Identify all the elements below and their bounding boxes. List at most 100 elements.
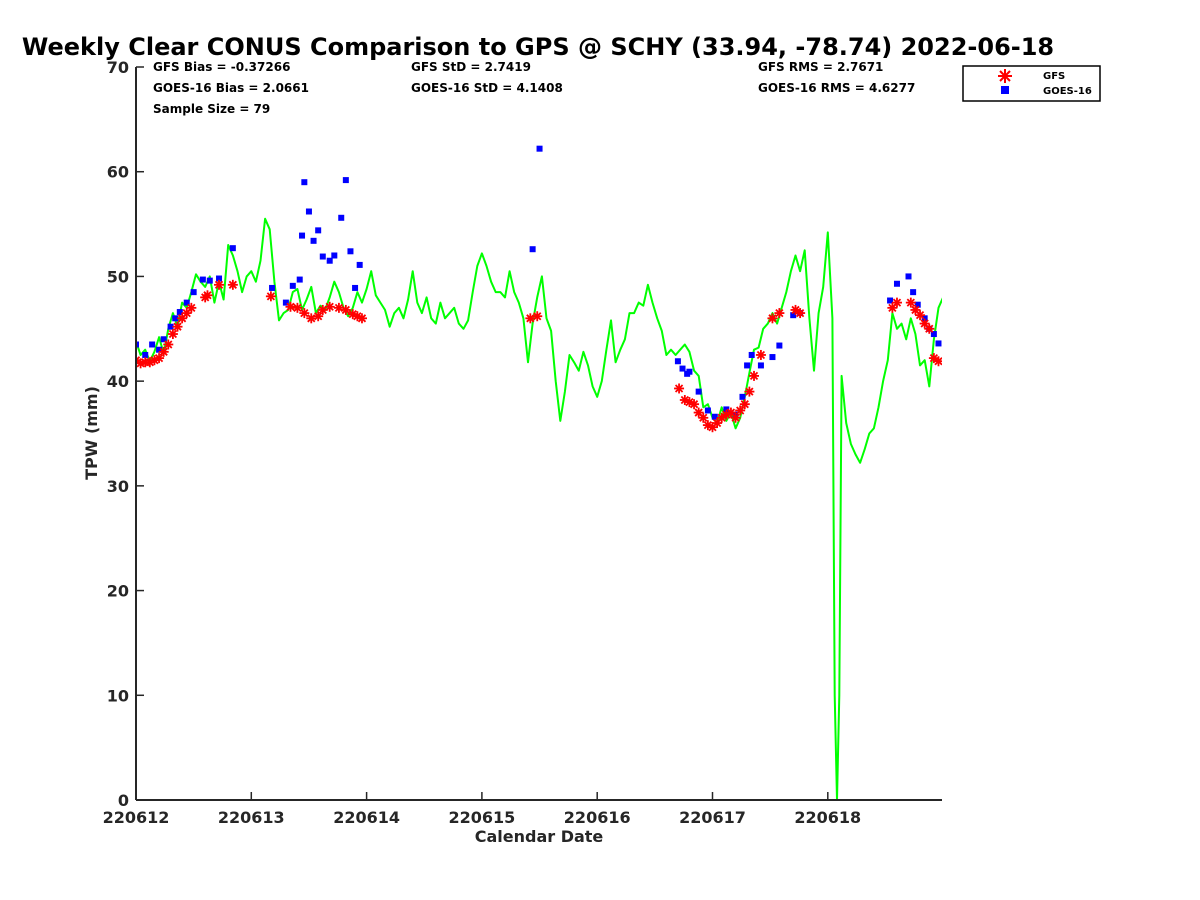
gfs-point <box>1040 569 1050 579</box>
gfs-point <box>774 308 785 319</box>
gps-tpw-line <box>136 217 942 801</box>
goes-16-point <box>156 346 163 353</box>
gfs-point <box>674 383 685 394</box>
gfs-point-stroke <box>988 398 995 405</box>
gfs-point-stroke <box>357 314 367 323</box>
gfs-point-stroke <box>925 324 934 333</box>
gfs-point-stroke <box>314 312 323 321</box>
gfs-point <box>707 422 718 433</box>
goes-16-point <box>301 179 308 186</box>
gfs-point-stroke <box>993 412 1000 419</box>
y-tick-label: 60 <box>107 163 129 182</box>
goes-16-point <box>529 246 536 253</box>
goes-16-point <box>930 331 937 338</box>
goes-16-point <box>299 232 306 239</box>
gfs-point <box>172 321 183 332</box>
goes-16-point <box>310 237 317 244</box>
legend-gfs-label: GFS <box>1043 71 1065 82</box>
gfs-point <box>333 302 344 313</box>
gfs-point-stroke <box>694 408 703 417</box>
x-tick-label: 220616 <box>564 808 631 827</box>
gfs-point-stroke <box>929 353 939 363</box>
gfs-point <box>739 399 750 410</box>
goes-16-point <box>216 275 223 282</box>
goes-16-point <box>739 393 746 400</box>
goes-16-point <box>352 284 359 291</box>
stat-goes-std: GOES-16 StD = 4.1408 <box>411 81 563 95</box>
gfs-point <box>1007 460 1017 470</box>
gfs-point <box>158 346 169 357</box>
gfs-point <box>905 297 916 308</box>
x-tick-label: 220618 <box>794 808 861 827</box>
goes-16-point <box>1028 517 1034 523</box>
gfs-point-stroke <box>1009 461 1016 468</box>
gfs-point <box>186 302 197 313</box>
goes-16-point <box>183 299 190 306</box>
gfs-point-stroke <box>892 298 902 307</box>
gfs-point <box>214 279 225 290</box>
legend-box <box>962 65 1101 102</box>
gfs-point-stroke <box>1046 603 1053 610</box>
gfs-point-stroke <box>1032 545 1039 552</box>
gfs-point-stroke <box>1004 446 1011 453</box>
stats-block: GFS Bias = -0.37266 GOES-16 Bias = 2.066… <box>153 60 915 116</box>
gfs-point <box>324 301 335 312</box>
y-tick-label: 10 <box>107 686 129 705</box>
gfs-point-stroke <box>1032 545 1039 552</box>
gfs-point-stroke <box>775 308 784 318</box>
goes-16-point <box>986 373 992 379</box>
stat-goes-rms: GOES-16 RMS = 4.6277 <box>758 81 915 95</box>
goes-16-point <box>1039 548 1045 554</box>
stat-gfs-rms: GFS RMS = 2.7671 <box>758 60 883 74</box>
goes-16-point <box>790 312 797 319</box>
goes-16-point <box>914 301 921 308</box>
gfs-point <box>744 386 755 397</box>
gfs-point-stroke <box>920 319 929 328</box>
gfs-point-stroke <box>795 308 805 318</box>
goes-16-point <box>229 245 236 252</box>
gfs-point-stroke <box>203 291 212 300</box>
x-tick-label: 220613 <box>218 808 285 827</box>
gfs-point <box>987 396 997 406</box>
gfs-point <box>306 313 317 324</box>
goes-16-point <box>1012 454 1018 460</box>
gfs-point-stroke <box>680 395 689 405</box>
gfs-point <box>340 304 351 315</box>
gfs-point <box>265 291 276 302</box>
gfs-point <box>1030 544 1040 554</box>
legend-goes-label: GOES-16 <box>1043 86 1092 97</box>
stat-gfs-bias: GFS Bias = -0.37266 <box>153 60 290 74</box>
goes-16-point <box>1016 469 1022 475</box>
goes-16-point <box>331 252 338 259</box>
gfs-point-stroke <box>1018 509 1025 516</box>
gfs-point <box>299 308 310 319</box>
goes-16-point <box>149 341 156 348</box>
goes-16-point <box>190 289 197 296</box>
goes-16-point <box>282 299 289 306</box>
gfs-point-stroke <box>533 312 542 321</box>
goes-16-point <box>160 336 167 343</box>
gfs-point <box>313 311 324 322</box>
gfs-point-stroke <box>353 312 362 321</box>
gfs-point <box>167 329 178 340</box>
goes-16-point <box>356 261 363 268</box>
gfs-point <box>795 308 806 319</box>
gfs-point <box>163 339 174 350</box>
gfs-point-stroke <box>699 413 708 422</box>
gfs-point-stroke <box>911 305 920 315</box>
gfs-point <box>202 290 213 301</box>
gfs-point <box>1021 521 1031 531</box>
goes-16-point <box>905 273 912 280</box>
x-tick-label: 220614 <box>333 808 400 827</box>
gfs-point-stroke <box>293 303 302 312</box>
goes-16-point <box>995 402 1001 408</box>
gfs-point-stroke <box>988 398 995 405</box>
goes-16-point <box>199 276 206 283</box>
gfs-point <box>749 370 760 381</box>
gfs-point <box>933 356 942 367</box>
stat-sample-size: Sample Size = 79 <box>153 102 270 116</box>
gfs-point-stroke <box>136 356 141 362</box>
gfs-point <box>716 412 727 423</box>
gfs-point <box>1035 556 1045 566</box>
